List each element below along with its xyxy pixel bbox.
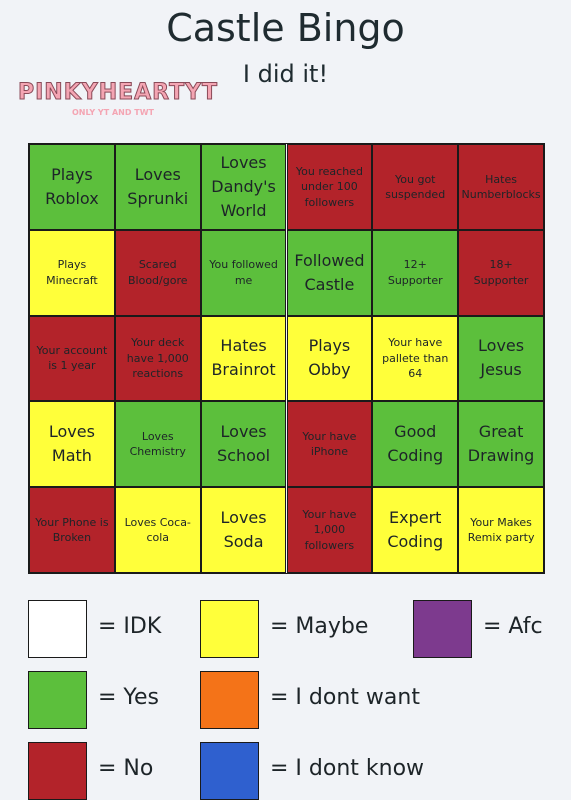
cell-text: Hates Numberblocks (461, 172, 541, 201)
bingo-cell: Loves Dandy's World (200, 144, 287, 230)
bingo-cell: Plays Roblox (29, 144, 115, 230)
watermark-note: ONLY YT AND TWT (72, 108, 155, 117)
legend-label: = No (98, 756, 154, 781)
cell-text: Loves Math (48, 422, 95, 466)
bingo-cell: Your Makes Remix party (458, 487, 544, 573)
legend-swatch (413, 600, 472, 658)
legend-swatch (200, 742, 259, 800)
bingo-cell: You reached under 100 followers (286, 144, 373, 230)
legend-swatch (28, 671, 87, 729)
legend-swatch (28, 600, 87, 658)
bingo-cell: Good Coding (372, 401, 459, 488)
cell-text: Plays Obby (308, 336, 351, 380)
cell-text: Plays Roblox (45, 164, 99, 208)
cell-text: Expert Coding (387, 508, 444, 552)
bingo-cell: Followed Castle (286, 229, 373, 316)
cell-text: Your deck have 1,000 reactions (126, 336, 189, 381)
legend-label: = IDK (98, 614, 162, 639)
cell-text: Loves Sprunki (127, 164, 189, 208)
cell-text: Great Drawing (467, 422, 535, 466)
bingo-cell: Hates Numberblocks (458, 144, 544, 230)
cell-text: Your account is 1 year (36, 344, 108, 373)
bingo-cell: Your have iPhone (286, 401, 373, 488)
cell-text: Your Makes Remix party (467, 515, 535, 545)
bingo-cell: Your Phone is Broken (29, 487, 115, 573)
cell-text: Hates Brainrot (211, 336, 276, 380)
legend-label: = Afc (483, 614, 543, 639)
cell-text: Your have 1,000 followers (302, 508, 357, 552)
bingo-cell: Plays Obby (286, 315, 373, 402)
bingo-cell: Your account is 1 year (29, 315, 115, 402)
cell-text: You followed me (209, 258, 278, 287)
legend-swatch (200, 671, 259, 729)
bingo-cell: Expert Coding (372, 487, 459, 573)
subtitle: I did it! (242, 60, 329, 88)
bingo-cell: You followed me (200, 229, 287, 316)
bingo-cell: Your deck have 1,000 reactions (114, 315, 201, 402)
cell-text: Plays Minecraft (46, 258, 98, 287)
bingo-cell: Loves School (200, 401, 287, 488)
bingo-cell: Great Drawing (458, 401, 544, 488)
legend-swatch (28, 742, 87, 800)
legend-label: = Maybe (270, 614, 369, 639)
bingo-cell: Plays Minecraft (29, 229, 115, 316)
legend-label: = I dont want (270, 685, 420, 710)
legend-label: = Yes (98, 685, 159, 710)
bingo-cell: Your have 1,000 followers (286, 487, 373, 573)
cell-text: Loves Jesus (478, 336, 525, 380)
cell-text: Scared Blood/gore (127, 258, 188, 287)
cell-text: Loves Chemistry (129, 429, 186, 459)
cell-text: You got suspended (385, 172, 446, 201)
bingo-cell: Loves Coca-cola (114, 487, 201, 573)
watermark: PINKYHEARTYT (17, 80, 219, 106)
cell-text: Your have iPhone (302, 429, 357, 459)
bingo-cell: Loves Sprunki (114, 144, 201, 230)
cell-text: Followed Castle (294, 250, 365, 294)
bingo-cell: Scared Blood/gore (114, 229, 201, 316)
cell-text: Your Phone is Broken (35, 515, 109, 545)
bingo-cell: Loves Chemistry (114, 401, 201, 488)
bingo-cell: Loves Jesus (458, 315, 544, 402)
legend-label: = I dont know (270, 756, 425, 781)
cell-text: 12+ Supporter (387, 258, 443, 287)
bingo-cell: Loves Math (29, 401, 115, 488)
bingo-cell: Your have pallete than 64 (372, 315, 459, 402)
title: Castle Bingo (166, 6, 405, 50)
bingo-grid: Plays Roblox Loves Sprunki Loves Dandy's W… (28, 143, 545, 574)
bingo-cell: Hates Brainrot (200, 315, 287, 402)
cell-text: Loves Coca-cola (124, 515, 191, 545)
cell-text: You reached under 100 followers (295, 164, 363, 209)
bingo-cell: Loves Soda (200, 487, 287, 573)
legend-swatch (200, 600, 259, 658)
cell-text: Your have pallete than 64 (382, 336, 449, 381)
cell-text: 18+ Supporter (473, 258, 529, 287)
cell-text: Loves School (217, 422, 271, 466)
cell-text: Loves Soda (220, 508, 267, 552)
cell-text: Loves Dandy's World (211, 152, 276, 220)
cell-text: Good Coding (387, 422, 444, 466)
bingo-cell: 18+ Supporter (458, 229, 544, 316)
bingo-cell: 12+ Supporter (372, 229, 459, 316)
bingo-cell: You got suspended (372, 144, 459, 230)
